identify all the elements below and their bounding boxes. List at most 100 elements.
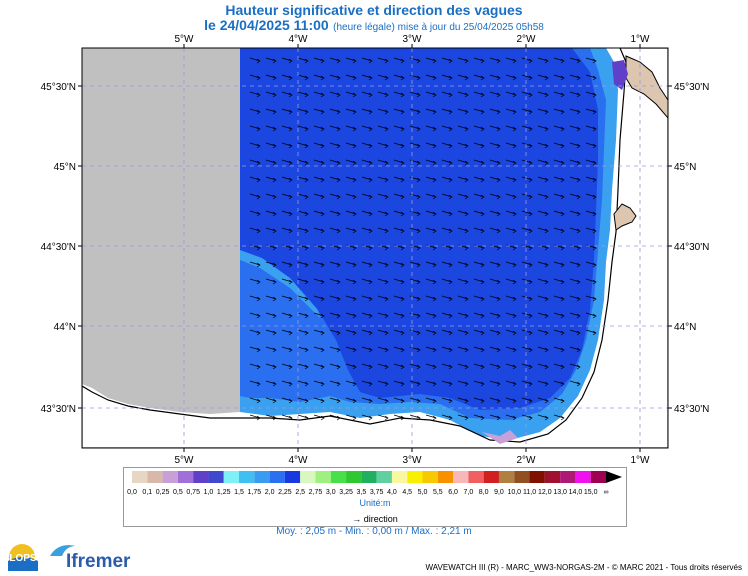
lat-label-right: 43°30'N	[674, 404, 709, 415]
direction-arrow	[553, 278, 565, 285]
direction-arrow	[553, 193, 565, 200]
legend-level-label: 3,5	[356, 489, 366, 496]
direction-arrow	[473, 74, 485, 81]
direction-arrow	[505, 91, 517, 98]
direction-arrow	[393, 244, 405, 251]
direction-arrow	[489, 414, 501, 421]
direction-key: → direction	[124, 514, 626, 524]
direction-arrow	[313, 363, 325, 370]
direction-arrow	[521, 261, 533, 268]
lon-label-bottom: 3°W	[403, 455, 423, 466]
direction-arrow	[489, 346, 501, 353]
direction-arrow	[489, 159, 501, 166]
direction-arrow	[489, 278, 501, 285]
direction-arrow	[329, 363, 341, 370]
direction-arrow	[489, 193, 501, 200]
direction-arrow	[473, 227, 485, 234]
direction-arrow	[393, 363, 405, 370]
direction-arrow	[425, 380, 437, 387]
direction-arrow	[441, 159, 453, 166]
direction-arrow	[329, 125, 341, 132]
direction-arrow	[249, 295, 261, 302]
legend-swatch	[453, 471, 469, 483]
lat-label-left: 45°30'N	[41, 82, 76, 93]
direction-arrow	[585, 159, 597, 166]
direction-arrow	[457, 414, 469, 421]
direction-arrow	[265, 363, 277, 370]
direction-arrow	[553, 329, 565, 336]
direction-arrow	[553, 346, 565, 353]
direction-arrow	[361, 261, 373, 268]
direction-label: direction	[363, 514, 398, 524]
direction-arrow	[441, 210, 453, 217]
direction-arrow	[473, 176, 485, 183]
direction-arrow	[281, 346, 293, 353]
direction-arrow	[329, 159, 341, 166]
direction-arrow	[409, 380, 421, 387]
direction-arrow	[249, 346, 261, 353]
legend-swatch	[132, 471, 148, 483]
direction-arrow	[393, 159, 405, 166]
direction-arrow	[553, 108, 565, 115]
legend-swatch	[300, 471, 316, 483]
direction-arrow	[265, 91, 277, 98]
direction-arrow	[441, 312, 453, 319]
statistics: Moy. : 2,05 m - Min. : 0,00 m / Max. : 2…	[276, 526, 472, 537]
direction-arrow	[345, 227, 357, 234]
direction-arrow	[377, 108, 389, 115]
direction-arrow	[297, 210, 309, 217]
direction-arrow	[441, 278, 453, 285]
lon-label-top: 5°W	[175, 34, 195, 45]
direction-arrow	[521, 142, 533, 149]
direction-arrow	[361, 193, 373, 200]
direction-arrow	[329, 74, 341, 81]
direction-arrow	[537, 91, 549, 98]
direction-arrow	[457, 227, 469, 234]
direction-arrow	[473, 159, 485, 166]
direction-arrow	[345, 57, 357, 64]
direction-arrow	[585, 329, 597, 336]
direction-arrow	[457, 159, 469, 166]
direction-arrow	[457, 108, 469, 115]
graticule	[82, 48, 668, 448]
direction-arrow	[297, 142, 309, 149]
lops-wave-icon	[8, 557, 38, 571]
direction-arrow	[537, 346, 549, 353]
legend-level-label: 1,5	[234, 489, 244, 496]
direction-arrow	[537, 176, 549, 183]
legend-arrow-end	[606, 471, 622, 483]
direction-arrow	[521, 57, 533, 64]
direction-arrow	[489, 210, 501, 217]
legend-swatch	[483, 471, 499, 483]
legend-swatch	[376, 471, 392, 483]
lat-label-right: 44°30'N	[674, 242, 709, 253]
direction-arrow	[553, 312, 565, 319]
direction-arrow	[553, 380, 565, 387]
direction-arrow	[569, 125, 581, 132]
direction-arrow	[569, 91, 581, 98]
direction-arrow	[537, 261, 549, 268]
direction-arrow	[393, 176, 405, 183]
legend-swatch	[315, 471, 331, 483]
direction-arrow	[393, 227, 405, 234]
legend-level-label: 11,0	[523, 489, 536, 496]
direction-arrow	[553, 261, 565, 268]
direction-arrow	[265, 125, 277, 132]
direction-arrow	[345, 346, 357, 353]
direction-arrow	[297, 227, 309, 234]
legend-level-label: 13,0	[553, 489, 567, 496]
direction-arrow	[265, 210, 277, 217]
direction-arrow	[521, 125, 533, 132]
direction-arrow	[569, 278, 581, 285]
direction-arrow	[265, 227, 277, 234]
direction-arrow	[393, 74, 405, 81]
legend-swatch	[162, 471, 178, 483]
direction-arrow	[473, 414, 485, 421]
direction-arrow	[585, 57, 597, 64]
update-note: (heure légale) mise à jour du 25/04/2025…	[333, 22, 544, 33]
direction-arrow	[505, 57, 517, 64]
direction-arrow	[585, 193, 597, 200]
direction-arrow	[425, 176, 437, 183]
direction-arrow	[537, 193, 549, 200]
direction-arrow	[393, 329, 405, 336]
